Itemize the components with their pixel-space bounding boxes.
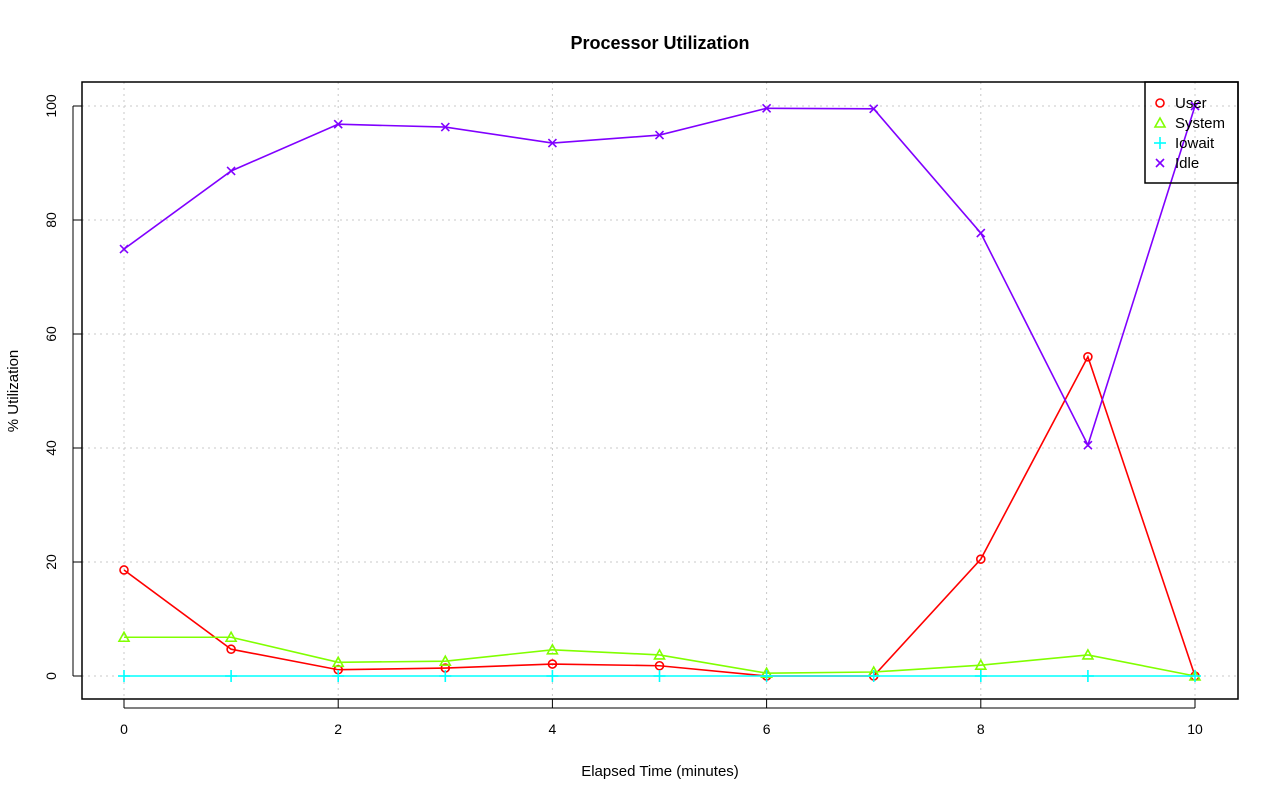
data-point (1083, 440, 1093, 450)
circle-marker (1083, 351, 1093, 362)
y-tick-label: 40 (43, 440, 59, 456)
data-point (439, 670, 452, 682)
data-point (226, 166, 236, 176)
triangle-marker (331, 655, 345, 668)
data-point (1081, 648, 1095, 660)
series-idle (119, 101, 1200, 450)
circle-marker (226, 644, 236, 655)
triangle-marker (653, 648, 666, 660)
cross-b (654, 130, 665, 140)
data-point (760, 670, 773, 682)
circle-marker (119, 565, 129, 575)
data-point (1190, 101, 1200, 111)
legend-label: Iowait (1175, 135, 1215, 152)
x-tick-label: 4 (549, 721, 557, 737)
data-point (654, 130, 665, 140)
cross-b (226, 166, 236, 176)
series-system (117, 630, 1202, 681)
cross-b (1083, 440, 1093, 450)
data-point (547, 659, 558, 669)
data-point (331, 655, 345, 668)
circle-marker (547, 659, 558, 669)
data-point (438, 654, 452, 666)
triangle-marker (1081, 648, 1095, 660)
data-point (975, 554, 986, 564)
data-point (117, 630, 131, 643)
cross-b (869, 104, 879, 114)
cross-b (119, 244, 129, 254)
data-point (653, 670, 666, 682)
data-point (119, 244, 129, 254)
x-tick-label: 0 (120, 721, 128, 737)
data-point (974, 658, 988, 670)
data-point (119, 565, 129, 575)
legend-box (1144, 81, 1239, 184)
data-point (546, 670, 559, 682)
legend-marker-user (1155, 98, 1165, 108)
x-tick-label: 8 (977, 721, 985, 737)
data-point (332, 670, 345, 682)
series-iowait (118, 670, 1201, 682)
cross-b (547, 138, 557, 148)
series-line (123, 105, 1196, 448)
x-axis-label: Elapsed Time (minutes) (581, 763, 739, 780)
data-point (653, 648, 666, 660)
y-tick-label: 60 (43, 326, 59, 342)
triangle-marker (546, 643, 559, 655)
data-point (226, 644, 236, 655)
data-point (225, 670, 238, 682)
data-point (974, 670, 987, 682)
y-tick-label: 100 (43, 94, 59, 118)
chart-title: Processor Utilization (570, 33, 749, 53)
y-tick-label: 0 (43, 672, 59, 680)
x-tick-label: 10 (1187, 721, 1203, 737)
circle-marker (1155, 98, 1165, 108)
x-tick-label: 6 (763, 721, 771, 737)
triangle-marker (974, 658, 988, 670)
data-point (333, 119, 343, 129)
legend-marker-idle (1155, 158, 1165, 168)
data-point (976, 228, 986, 238)
data-point (654, 660, 665, 671)
data-point (1189, 670, 1201, 682)
y-tick-label: 80 (43, 212, 59, 228)
x-tick-label: 2 (334, 721, 342, 737)
data-point (1081, 670, 1094, 682)
triangle-marker (438, 654, 452, 666)
data-point (1083, 351, 1093, 362)
cross-b (762, 103, 772, 113)
circle-marker (654, 660, 665, 671)
cross-b (1155, 158, 1165, 168)
legend-label: Idle (1175, 155, 1199, 172)
data-point (762, 103, 772, 113)
data-point (867, 670, 880, 682)
series-user (119, 351, 1200, 681)
legend-label: User (1175, 95, 1207, 112)
legend-marker-system (1153, 116, 1167, 128)
triangle-marker (1153, 116, 1167, 128)
triangle-marker (117, 630, 131, 643)
cross-b (333, 119, 343, 129)
y-axis-label: % Utilization (5, 350, 22, 433)
circle-marker (975, 554, 986, 564)
triangle-marker (224, 630, 238, 643)
legend: User System Iowait Idle (1144, 81, 1239, 184)
data-point (546, 643, 559, 655)
data-point (547, 138, 557, 148)
series-line (124, 636, 1196, 677)
series-line (123, 354, 1196, 677)
legend-marker-iowait (1154, 137, 1166, 149)
data-point (440, 122, 450, 132)
data-point (869, 104, 879, 114)
cross-b (1190, 101, 1200, 111)
legend-label: System (1175, 115, 1225, 132)
data-point (118, 670, 130, 682)
cross-b (440, 122, 450, 132)
cross-b (976, 228, 986, 238)
data-point (224, 630, 238, 643)
y-tick-label: 20 (43, 554, 59, 570)
plot-frame (81, 81, 1239, 700)
